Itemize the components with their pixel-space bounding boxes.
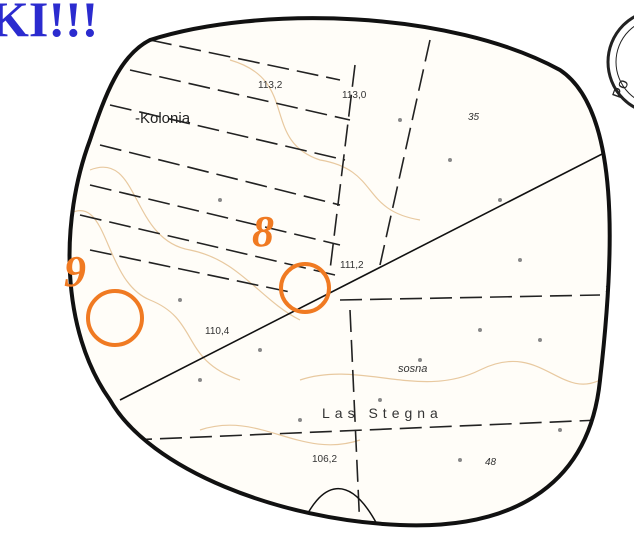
elevation-label: 106,2	[312, 454, 337, 465]
edge-label: 11	[614, 129, 625, 141]
place-label: -Kolonia	[135, 110, 191, 127]
section-number: 48	[485, 457, 497, 468]
elevation-label: 113,2	[258, 80, 283, 91]
marker-label: 9	[64, 247, 86, 296]
place-label: Las Stegna	[322, 405, 443, 421]
place-label: sosna	[398, 363, 427, 375]
elevation-label: 113,0	[342, 90, 367, 101]
page-title: KI!!!	[0, 0, 98, 47]
section-number: 35	[468, 112, 480, 123]
page: 113,2 113,0 111,2 110,4 105,8 106,2 35 4…	[0, 0, 634, 533]
elevation-label: 110,4	[205, 326, 230, 337]
elevation-label: 111,2	[340, 260, 364, 271]
marker-label: 8	[252, 207, 274, 256]
map-view: 113,2 113,0 111,2 110,4 105,8 106,2 35 4…	[0, 0, 634, 533]
